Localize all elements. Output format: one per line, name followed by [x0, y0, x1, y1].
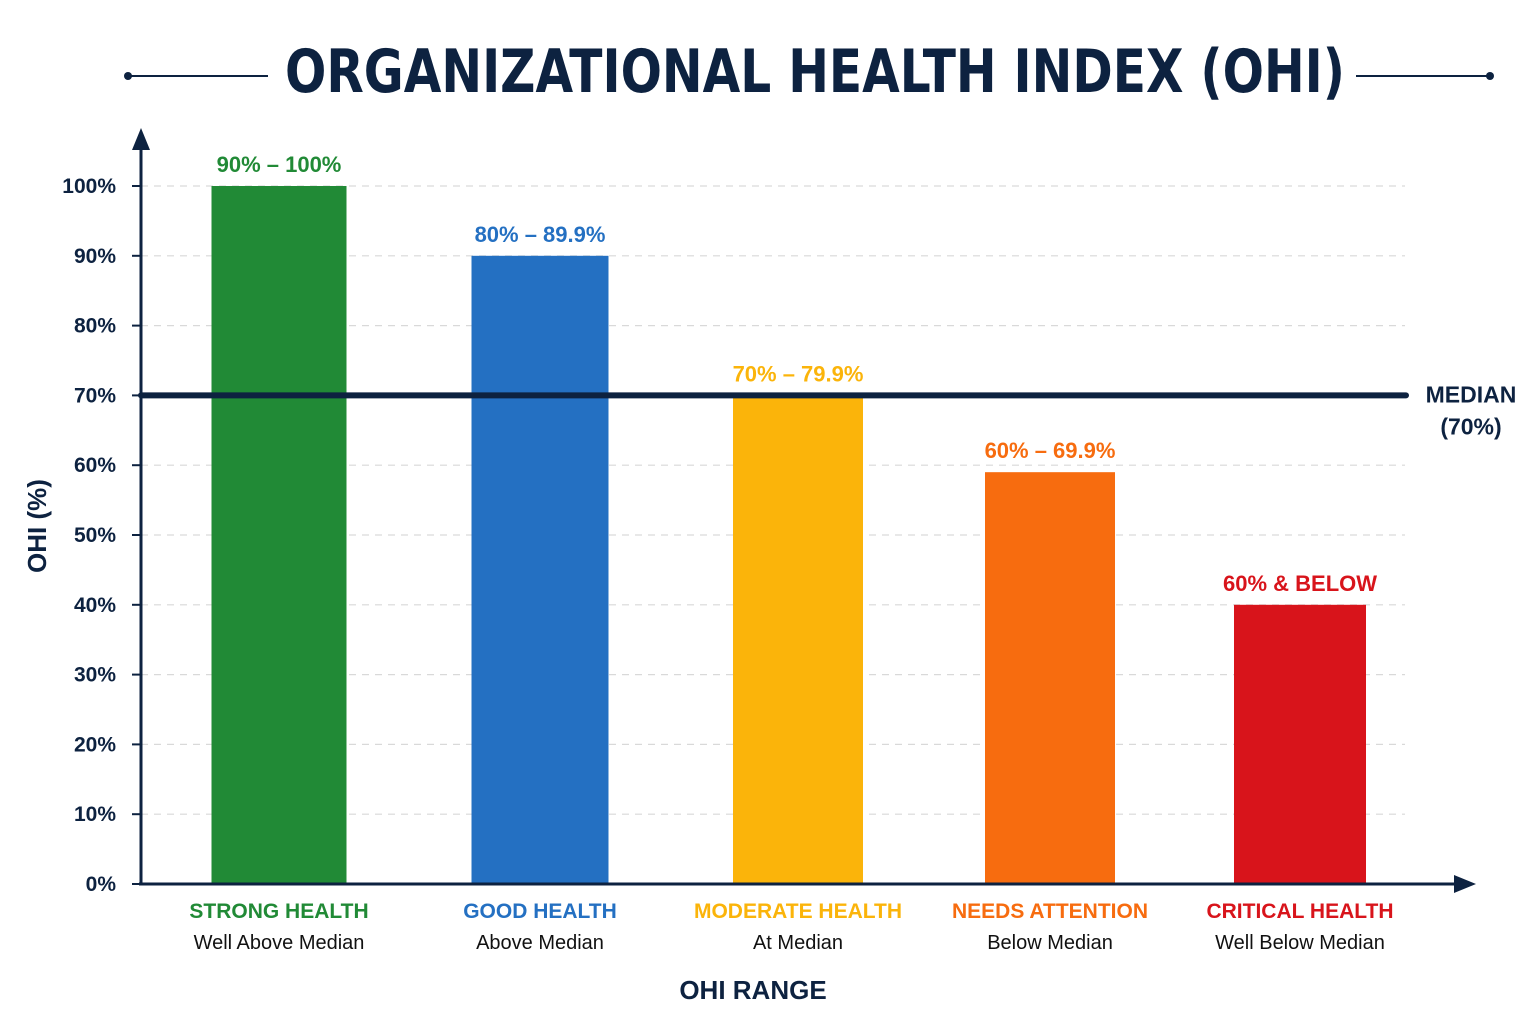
y-tick-label: 30%: [74, 664, 116, 687]
x-category-sublabel: Above Median: [476, 932, 604, 954]
bar-labels: 90% – 100% STRONG HEALTH Well Above Median…: [189, 152, 1393, 954]
y-tick-label: 10%: [74, 803, 116, 826]
x-category-label: GOOD HEALTH: [463, 900, 617, 923]
y-tick-label: 20%: [74, 733, 116, 756]
median-value-label: (70%): [1440, 413, 1501, 439]
x-category-label: NEEDS ATTENTION: [952, 900, 1148, 923]
x-axis-title: OHI RANGE: [679, 975, 826, 1005]
x-category-label: STRONG HEALTH: [189, 900, 368, 923]
median-label: MEDIAN: [1426, 381, 1517, 407]
bar-range-label: 70% – 79.9%: [733, 361, 864, 386]
bar-5: [1234, 604, 1366, 884]
y-tick-label: 40%: [74, 594, 116, 617]
bar-range-label: 90% – 100%: [217, 152, 342, 177]
y-tick-label: 50%: [74, 524, 116, 547]
bar-2: [471, 255, 609, 885]
y-tick-label: 100%: [62, 175, 116, 198]
y-axis-title: OHI (%): [22, 479, 52, 573]
y-tick-label: 80%: [74, 315, 116, 338]
title-right-dot: [1486, 72, 1494, 80]
x-category-sublabel: Well Above Median: [194, 932, 365, 954]
x-category-sublabel: Below Median: [987, 932, 1113, 954]
bars: [211, 186, 1366, 885]
y-tick-labels: 0% 10% 20% 30% 40% 50% 60% 70% 80% 90% 100%: [62, 175, 141, 896]
x-category-label: CRITICAL HEALTH: [1206, 900, 1393, 923]
bar-4: [985, 472, 1115, 884]
x-category-label: MODERATE HEALTH: [694, 900, 902, 923]
title-left-dot: [124, 72, 132, 80]
y-tick-label: 90%: [74, 245, 116, 268]
y-tick-label: 60%: [74, 454, 116, 477]
median-marker: MEDIAN (70%): [138, 381, 1517, 439]
chart-title: ORGANIZATIONAL HEALTH INDEX (OHI): [285, 37, 1345, 107]
bar-range-label: 60% & BELOW: [1223, 571, 1377, 596]
bar-3: [733, 395, 863, 884]
bar-range-label: 80% – 89.9%: [475, 222, 606, 247]
x-category-sublabel: Well Below Median: [1215, 932, 1385, 954]
y-tick-label: 0%: [86, 873, 117, 896]
bar-1: [211, 186, 347, 884]
y-axis-arrow: [132, 128, 150, 150]
x-axis-arrow: [1454, 875, 1476, 893]
bar-range-label: 60% – 69.9%: [985, 438, 1116, 463]
x-category-sublabel: At Median: [753, 932, 843, 954]
y-tick-label: 70%: [74, 384, 116, 407]
